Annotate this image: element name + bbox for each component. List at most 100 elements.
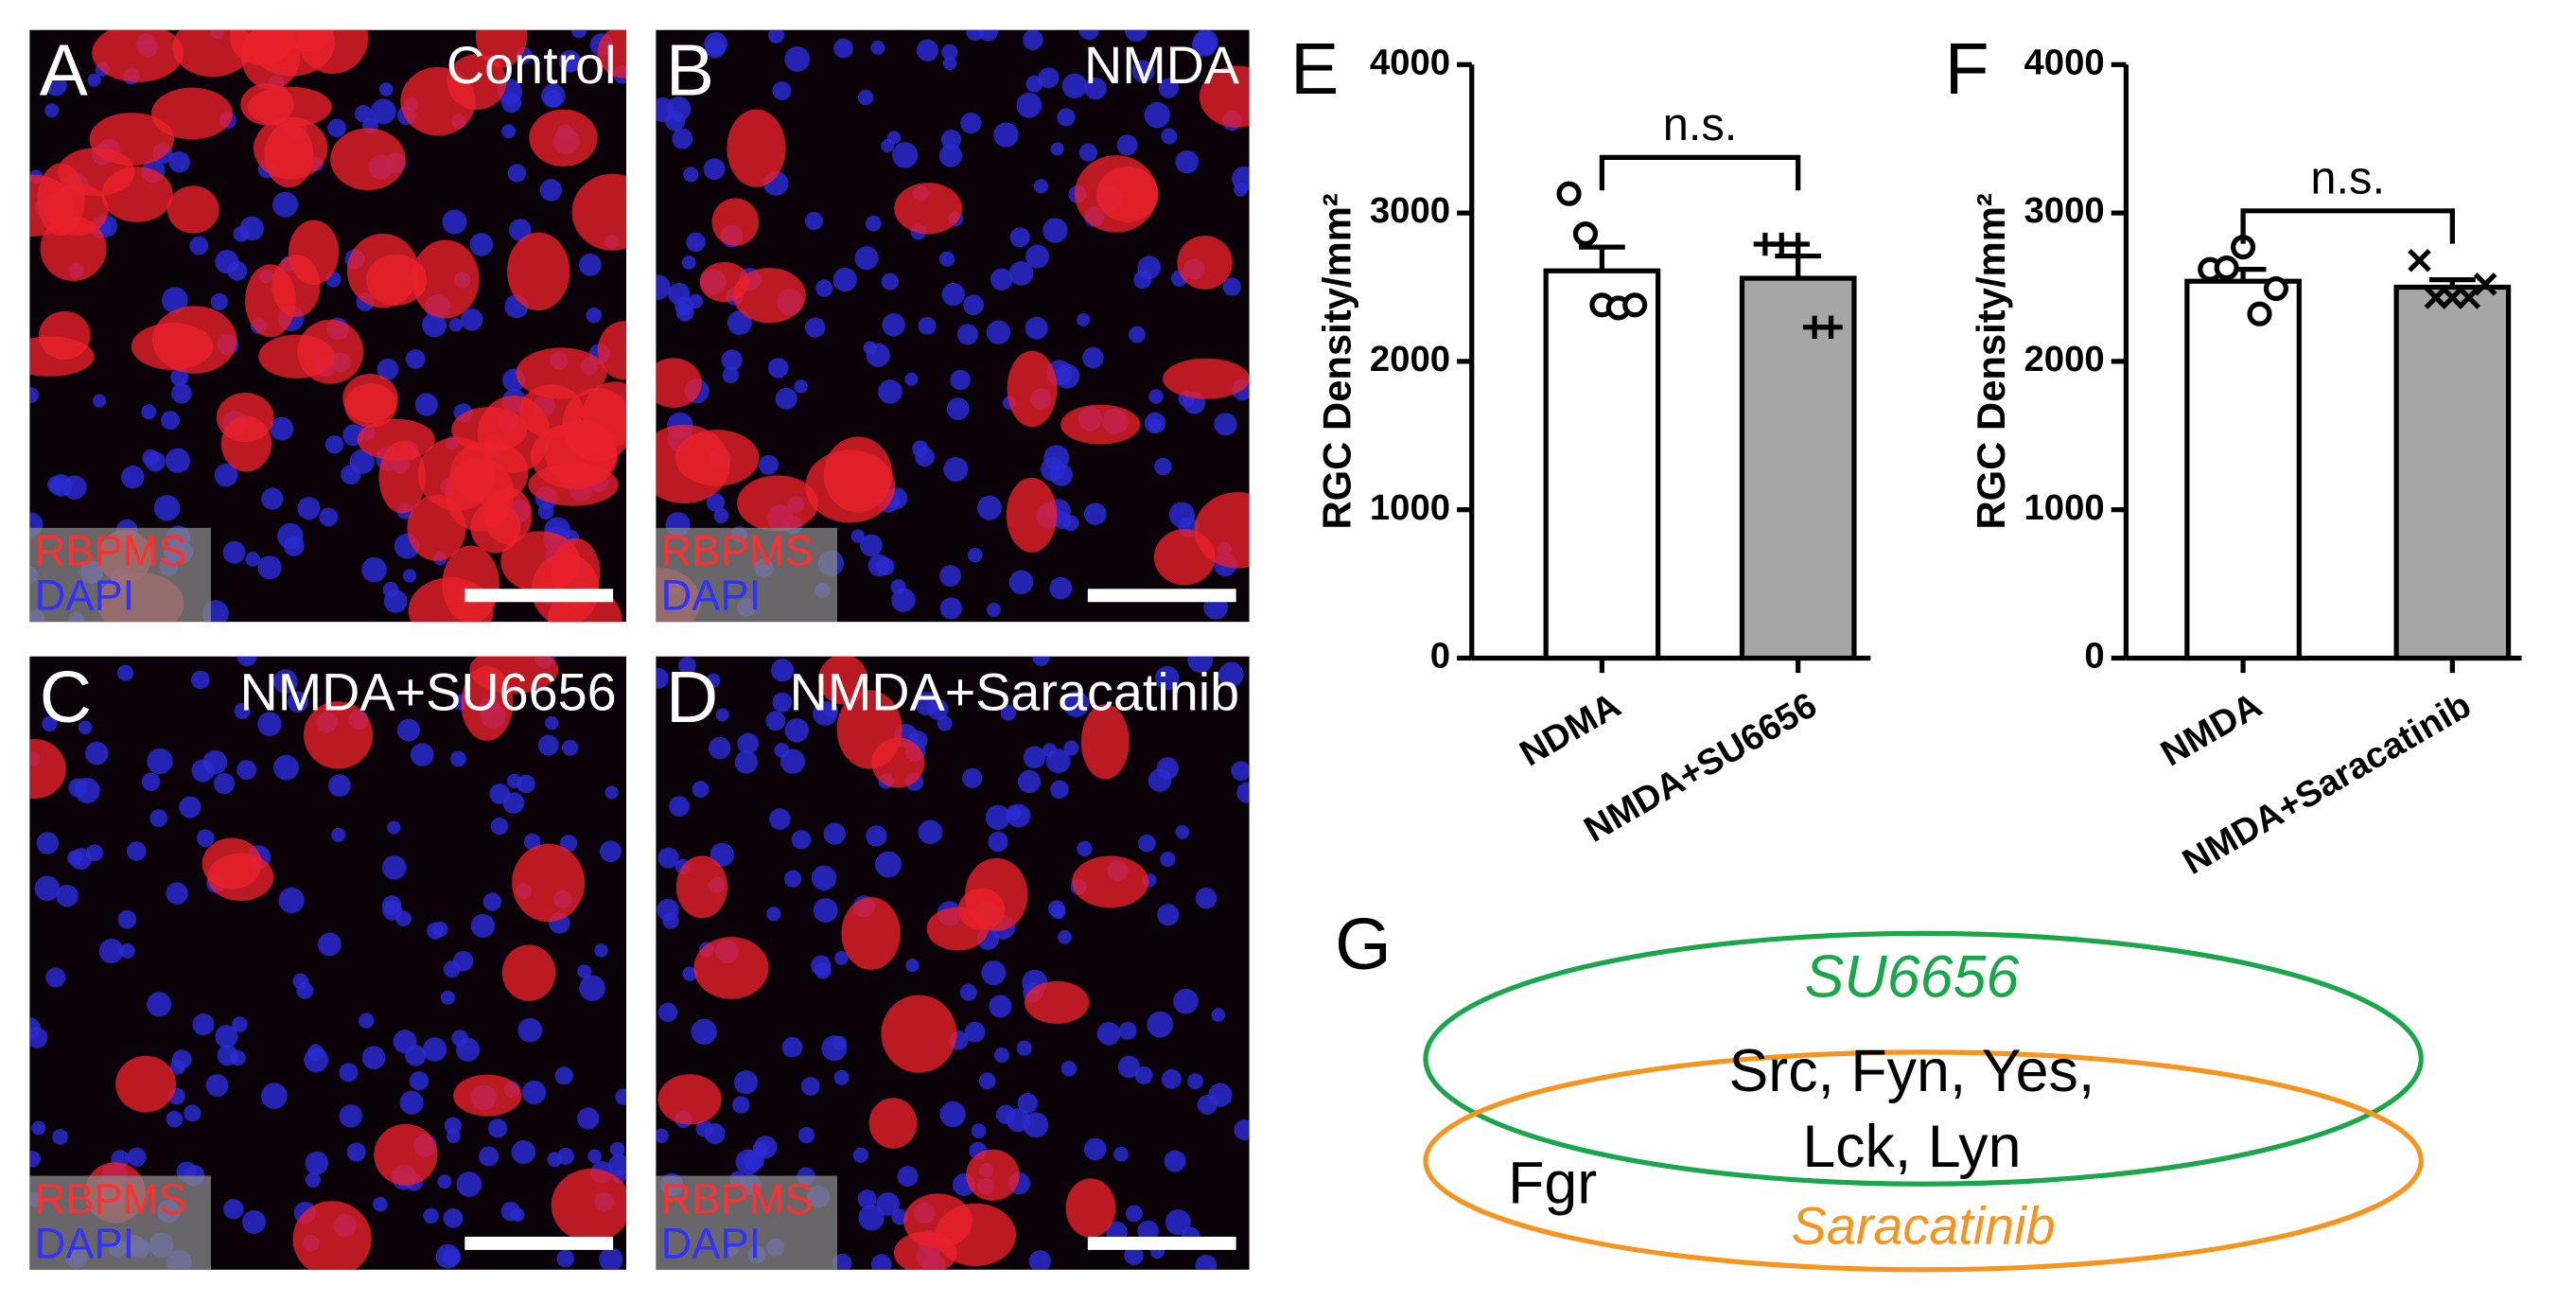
dapi-nucleus: [587, 1149, 602, 1164]
dapi-nucleus: [1028, 1250, 1051, 1270]
dapi-nucleus: [1165, 1209, 1191, 1236]
dapi-nucleus: [339, 1104, 362, 1128]
dapi-nucleus: [865, 215, 882, 232]
dapi-nucleus: [586, 307, 603, 324]
dapi-nucleus: [1195, 887, 1218, 909]
dapi-nucleus: [956, 324, 979, 345]
scale-bar: [1087, 1236, 1236, 1250]
dapi-nucleus: [319, 507, 339, 527]
x-tick-label: NDMA: [1513, 685, 1627, 775]
dapi-nucleus: [1017, 769, 1042, 794]
dapi-nucleus: [715, 708, 729, 722]
dapi-nucleus: [1173, 988, 1199, 1014]
dapi-nucleus: [31, 1120, 46, 1136]
rbpms-cell: [512, 843, 586, 923]
dapi-nucleus: [876, 1192, 900, 1216]
dapi-nucleus: [721, 349, 743, 371]
dapi-nucleus: [1195, 1254, 1218, 1270]
ellipse-su6656: [1423, 930, 2424, 1187]
dapi-nucleus: [1049, 576, 1073, 600]
dapi-nucleus: [1062, 515, 1079, 532]
data-point: [1786, 232, 1810, 256]
dapi-nucleus: [959, 983, 977, 1001]
rbpms-cell: [516, 347, 607, 399]
rbpms-cell: [675, 430, 760, 486]
dapi-nucleus: [1124, 1245, 1144, 1266]
dapi-nucleus: [941, 44, 958, 61]
y-tick-label: 2000: [1370, 339, 1450, 379]
dapi-nucleus: [1175, 825, 1190, 839]
panel-letter: B: [666, 31, 714, 112]
dapi-nucleus: [437, 1174, 452, 1189]
panel-title: NMDA+Saracatinib: [790, 662, 1239, 721]
dapi-nucleus: [517, 1017, 543, 1043]
rbpms-cell: [551, 1169, 627, 1242]
dapi-nucleus: [1214, 413, 1237, 436]
dapi-nucleus: [405, 1045, 427, 1066]
dapi-nucleus: [56, 884, 79, 907]
error-bar: [1578, 244, 1625, 272]
dapi-nucleus: [377, 359, 399, 380]
shared-label: Lck, Lyn: [1802, 1114, 2021, 1180]
dapi-nucleus: [1156, 757, 1179, 780]
dapi-nucleus: [34, 875, 61, 902]
dapi-nucleus: [52, 1129, 68, 1145]
rbpms-cell: [151, 306, 237, 374]
panel-letter: F: [1945, 29, 1989, 110]
dapi-nucleus: [44, 103, 60, 118]
dapi-nucleus: [121, 465, 145, 489]
dapi-nucleus: [1017, 1093, 1039, 1114]
legend-box: [656, 527, 838, 623]
dapi-nucleus: [257, 712, 282, 736]
set-label: SU6656: [1805, 943, 2020, 1010]
panel-letter: A: [40, 31, 88, 112]
dapi-nucleus: [427, 922, 445, 940]
dapi-nucleus: [189, 236, 209, 255]
dapi-nucleus: [677, 657, 696, 675]
dapi-nucleus: [305, 1151, 329, 1175]
rbpms-cell: [529, 109, 598, 167]
y-tick-label: 2000: [2024, 339, 2105, 379]
rbpms-cell: [92, 29, 184, 82]
dapi-nucleus: [490, 817, 509, 836]
dapi-nucleus: [990, 268, 1013, 291]
annotation: n.s.: [1663, 99, 1738, 150]
y-tick-label: 4000: [1370, 42, 1450, 82]
dapi-nucleus: [273, 669, 298, 695]
stain-label: DAPI: [35, 1219, 135, 1267]
dapi-nucleus: [766, 907, 781, 922]
dapi-nucleus: [1124, 29, 1148, 42]
dapi-nucleus: [703, 158, 726, 181]
dapi-nucleus: [960, 112, 982, 134]
y-tick-label: 3000: [1370, 190, 1450, 231]
rbpms-cell: [597, 321, 627, 380]
significance-bracket: [1599, 154, 1801, 191]
dapi-nucleus: [214, 463, 238, 487]
dapi-nucleus: [964, 1021, 986, 1043]
dapi-nucleus: [270, 416, 294, 441]
dapi-nucleus: [1231, 761, 1250, 782]
dapi-nucleus: [213, 772, 236, 795]
annotation: n.s.: [2310, 152, 2385, 203]
dapi-nucleus: [292, 973, 309, 990]
dapi-nucleus: [470, 913, 495, 938]
dapi-nucleus: [772, 692, 793, 713]
rbpms-cell: [264, 122, 314, 188]
rbpms-cell: [115, 1055, 177, 1113]
dapi-nucleus: [939, 597, 962, 620]
dapi-nucleus: [205, 1074, 229, 1098]
dapi-nucleus: [675, 296, 694, 316]
dapi-nucleus: [1062, 691, 1090, 717]
dapi-nucleus: [1154, 457, 1172, 476]
dapi-nucleus: [305, 1171, 321, 1188]
dapi-nucleus: [939, 565, 962, 587]
rbpms-cell: [447, 54, 507, 111]
dapi-nucleus: [29, 1027, 48, 1048]
dapi-nucleus: [1125, 1205, 1143, 1223]
dapi-nucleus: [1138, 834, 1156, 853]
rbpms-cell: [247, 86, 332, 128]
